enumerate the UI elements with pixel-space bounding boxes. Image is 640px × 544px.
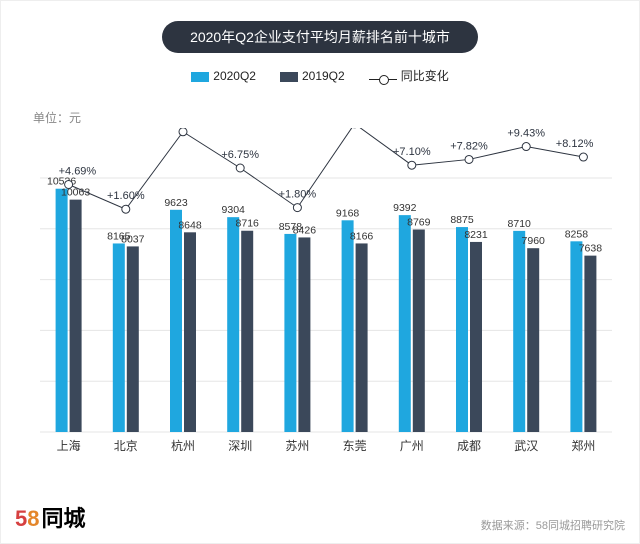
svg-text:8875: 8875 <box>450 214 474 226</box>
svg-text:+1.60%: +1.60% <box>107 190 145 202</box>
chart-container: 2020年Q2企业支付平均月薪排名前十城市 2020Q2 2019Q2 同比变化… <box>0 0 640 544</box>
svg-text:+4.69%: +4.69% <box>59 165 97 177</box>
svg-text:上海: 上海 <box>57 438 81 453</box>
svg-text:7638: 7638 <box>579 242 603 254</box>
svg-text:9392: 9392 <box>393 202 417 214</box>
svg-text:8648: 8648 <box>178 219 202 231</box>
svg-text:郑州: 郑州 <box>571 438 595 453</box>
legend-swatch-series1 <box>191 72 209 82</box>
svg-text:成都: 成都 <box>457 439 481 453</box>
svg-text:8426: 8426 <box>293 224 317 236</box>
svg-text:9304: 9304 <box>222 204 246 216</box>
legend-label-series3: 同比变化 <box>401 69 449 83</box>
legend-item-2020q2: 2020Q2 <box>191 69 256 83</box>
legend-item-2019q2: 2019Q2 <box>280 69 345 83</box>
legend-swatch-line <box>369 75 397 85</box>
svg-text:8231: 8231 <box>464 228 488 240</box>
svg-text:+7.10%: +7.10% <box>393 146 431 158</box>
svg-text:7960: 7960 <box>522 235 546 247</box>
svg-text:苏州: 苏州 <box>285 439 309 453</box>
svg-text:8166: 8166 <box>350 230 374 242</box>
svg-text:9168: 9168 <box>336 207 360 219</box>
svg-text:+9.43%: +9.43% <box>507 128 545 140</box>
legend-item-change: 同比变化 <box>369 67 449 85</box>
legend-label-series2: 2019Q2 <box>302 69 345 83</box>
unit-label: 单位：元 <box>33 109 627 126</box>
svg-text:+8.12%: +8.12% <box>556 138 594 150</box>
svg-text:东莞: 东莞 <box>343 439 367 453</box>
footer: 58同城 数据来源：58同城招聘研究院 <box>15 501 625 533</box>
svg-text:8769: 8769 <box>407 216 431 228</box>
svg-text:深圳: 深圳 <box>228 439 252 453</box>
svg-text:+6.75%: +6.75% <box>221 149 259 161</box>
svg-text:广州: 广州 <box>400 439 424 453</box>
svg-text:武汉: 武汉 <box>514 439 538 453</box>
svg-text:10063: 10063 <box>61 186 90 198</box>
svg-text:8037: 8037 <box>121 233 145 245</box>
svg-text:杭州: 杭州 <box>171 438 195 453</box>
logo-text: 同城 <box>42 506 86 531</box>
legend-label-series1: 2020Q2 <box>213 69 256 83</box>
svg-text:+7.82%: +7.82% <box>450 140 488 152</box>
svg-text:9623: 9623 <box>164 196 188 208</box>
logo: 58同城 <box>15 501 86 533</box>
legend-swatch-series2 <box>280 72 298 82</box>
legend: 2020Q2 2019Q2 同比变化 <box>13 67 627 85</box>
chart-svg: 1053610063上海81658037北京96238648杭州93048716… <box>20 128 620 458</box>
plot-area: 1053610063上海81658037北京96238648杭州93048716… <box>20 128 620 458</box>
chart-title: 2020年Q2企业支付平均月薪排名前十城市 <box>162 21 478 53</box>
svg-text:8710: 8710 <box>508 217 532 229</box>
source-label: 数据来源：58同城招聘研究院 <box>481 517 625 533</box>
svg-text:8258: 8258 <box>565 228 589 240</box>
svg-text:8716: 8716 <box>236 217 260 229</box>
svg-text:+1.80%: +1.80% <box>279 188 317 200</box>
svg-text:北京: 北京 <box>114 439 138 453</box>
